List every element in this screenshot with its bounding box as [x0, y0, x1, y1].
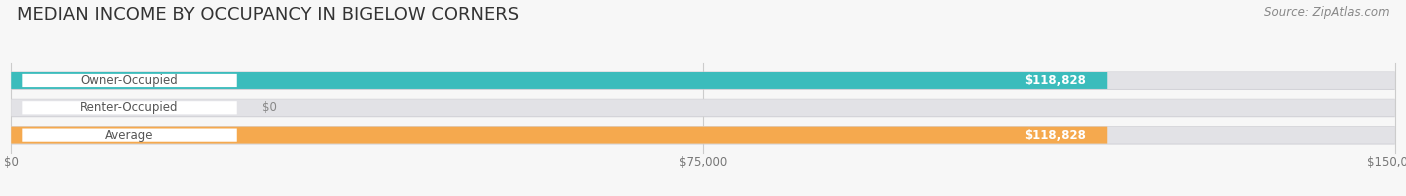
Text: $118,828: $118,828 [1025, 74, 1087, 87]
Text: MEDIAN INCOME BY OCCUPANCY IN BIGELOW CORNERS: MEDIAN INCOME BY OCCUPANCY IN BIGELOW CO… [17, 6, 519, 24]
FancyBboxPatch shape [22, 101, 236, 114]
Text: Source: ZipAtlas.com: Source: ZipAtlas.com [1264, 6, 1389, 19]
Text: Average: Average [105, 129, 153, 142]
FancyBboxPatch shape [11, 72, 1108, 89]
FancyBboxPatch shape [22, 129, 236, 142]
Text: Owner-Occupied: Owner-Occupied [80, 74, 179, 87]
FancyBboxPatch shape [11, 72, 1395, 90]
FancyBboxPatch shape [11, 126, 1395, 144]
FancyBboxPatch shape [11, 127, 1108, 144]
FancyBboxPatch shape [11, 99, 1395, 117]
FancyBboxPatch shape [11, 72, 1395, 89]
FancyBboxPatch shape [11, 99, 1395, 116]
FancyBboxPatch shape [22, 74, 236, 87]
Text: $0: $0 [262, 101, 277, 114]
FancyBboxPatch shape [11, 127, 1395, 144]
Text: Renter-Occupied: Renter-Occupied [80, 101, 179, 114]
Text: $118,828: $118,828 [1025, 129, 1087, 142]
